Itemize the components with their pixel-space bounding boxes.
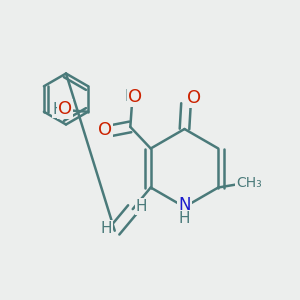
- Text: H: H: [124, 89, 136, 104]
- Text: O: O: [58, 100, 72, 118]
- Text: O: O: [187, 89, 201, 107]
- Text: N: N: [178, 196, 191, 214]
- Text: O: O: [128, 88, 142, 106]
- Text: H: H: [53, 102, 64, 117]
- Text: CH₃: CH₃: [236, 176, 262, 190]
- Text: H: H: [135, 199, 147, 214]
- Text: O: O: [98, 121, 112, 139]
- Text: H: H: [100, 221, 112, 236]
- Text: H: H: [179, 211, 190, 226]
